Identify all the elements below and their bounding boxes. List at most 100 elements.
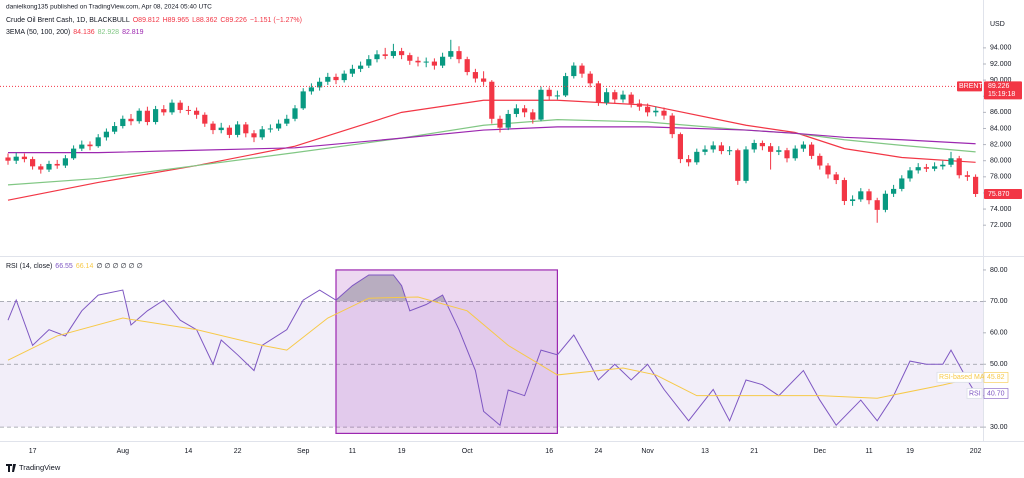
candle-body [948, 158, 954, 165]
ma-tag-value: 45.82 [987, 374, 1005, 381]
candle-body [448, 51, 454, 57]
candle-body [423, 61, 429, 63]
y-tick-label: 82.000 [990, 141, 1012, 148]
y-tick-label: 94.000 [990, 45, 1012, 52]
rsi-tag-value: 40.70 [987, 390, 1005, 397]
rsi-legend-value: 66.55 [55, 263, 73, 270]
candle-body [358, 65, 364, 69]
candle-body [374, 54, 380, 60]
candle-body [718, 145, 724, 152]
candle-body [177, 102, 183, 110]
brand: TradingView [19, 463, 61, 472]
candle-body [915, 167, 921, 171]
candle-body [727, 150, 733, 152]
candle-body [866, 191, 872, 201]
candle-body [579, 65, 585, 74]
legend: Crude Oil Brent Cash, 1D, BLACKBULL O89.8… [6, 17, 302, 24]
price-tag-box [984, 81, 1022, 100]
x-tick-label: Nov [641, 448, 654, 455]
candle-body [940, 164, 946, 167]
candle-body [809, 144, 815, 156]
candle-body [825, 165, 831, 175]
y-tick-label: 72.000 [990, 222, 1012, 229]
candle-body [505, 113, 511, 128]
ema-line [7, 119, 976, 186]
highlight-box [335, 269, 558, 434]
candle-body [95, 137, 101, 147]
y-tick-label: 84.000 [990, 125, 1012, 132]
candle-body [120, 118, 126, 127]
legend: 3EMA (50, 100, 200) 84.136 82.928 82.819 [6, 29, 144, 36]
ema-line [8, 126, 976, 154]
rsi-line [7, 274, 977, 427]
x-tick-label: 22 [234, 448, 242, 455]
rsi-line [7, 296, 976, 399]
x-tick-label: 202 [970, 448, 982, 455]
y-tick-label: 80.00 [990, 267, 1008, 274]
candle-body [71, 148, 77, 159]
candle-body [800, 144, 806, 149]
candle-body [735, 150, 741, 181]
candle-body [194, 110, 200, 115]
candle-body [202, 114, 208, 124]
y-tick-label: 80.000 [990, 158, 1012, 165]
y-tick-label: 30.00 [990, 424, 1008, 431]
candle-body [956, 158, 962, 176]
candle-body [136, 110, 142, 122]
chart-title: Crude Oil Brent Cash, 1D, BLACKBULL [6, 17, 130, 24]
candle-body [743, 149, 749, 181]
candle-body [407, 55, 413, 61]
candle-body [267, 128, 273, 130]
ma-tag-name-box [936, 371, 983, 383]
candle-body [677, 134, 683, 160]
candle-body [669, 115, 675, 135]
candle-body [653, 110, 659, 113]
candle-body [645, 106, 651, 113]
candle-body [21, 156, 27, 160]
candle-body [604, 92, 610, 103]
quote: H89.965 [163, 17, 190, 24]
candle-body [128, 118, 134, 122]
candle-body [308, 87, 314, 92]
candle-body [891, 188, 897, 194]
candle-body [522, 108, 528, 113]
x-tick-label: 17 [29, 448, 37, 455]
candle-body [661, 110, 667, 116]
candle-body [636, 103, 642, 107]
price-tag-time: 15:19:18 [988, 91, 1015, 98]
overlay-value: 84.136 [73, 29, 95, 36]
x-tick-label: 24 [595, 448, 603, 455]
candle-body [366, 59, 372, 66]
candle-body [317, 81, 323, 88]
candle-body [923, 167, 929, 169]
candle-body [144, 110, 150, 123]
candle-body [440, 56, 446, 66]
currency: USD [990, 21, 1005, 28]
candle-body [833, 174, 839, 181]
candle-body [768, 146, 774, 152]
candle-body [169, 102, 175, 113]
x-tick-label: 11 [865, 448, 872, 455]
candle-body [30, 159, 36, 167]
candle-body [103, 131, 109, 138]
candle-body [858, 191, 864, 200]
overbought-fill [336, 274, 558, 302]
x-tick-label: Sep [297, 448, 310, 455]
candle-body [563, 76, 569, 96]
logo: TradingView [6, 463, 61, 472]
y-tick-label: 50.00 [990, 361, 1008, 368]
candle-body [259, 129, 265, 138]
candle-body [349, 68, 355, 74]
candle-body [210, 123, 216, 131]
y-tick-label: 86.000 [990, 109, 1012, 116]
rsi-tag-box [983, 388, 1009, 399]
price-tag-name: BRENT [959, 83, 983, 90]
candle-body [530, 112, 536, 120]
quote: C89.226 [220, 17, 247, 24]
last-price-box [984, 188, 1022, 199]
overlay-value: 82.928 [98, 29, 120, 36]
last-price-label: 75.870 [988, 191, 1010, 198]
candle-body [489, 81, 495, 119]
